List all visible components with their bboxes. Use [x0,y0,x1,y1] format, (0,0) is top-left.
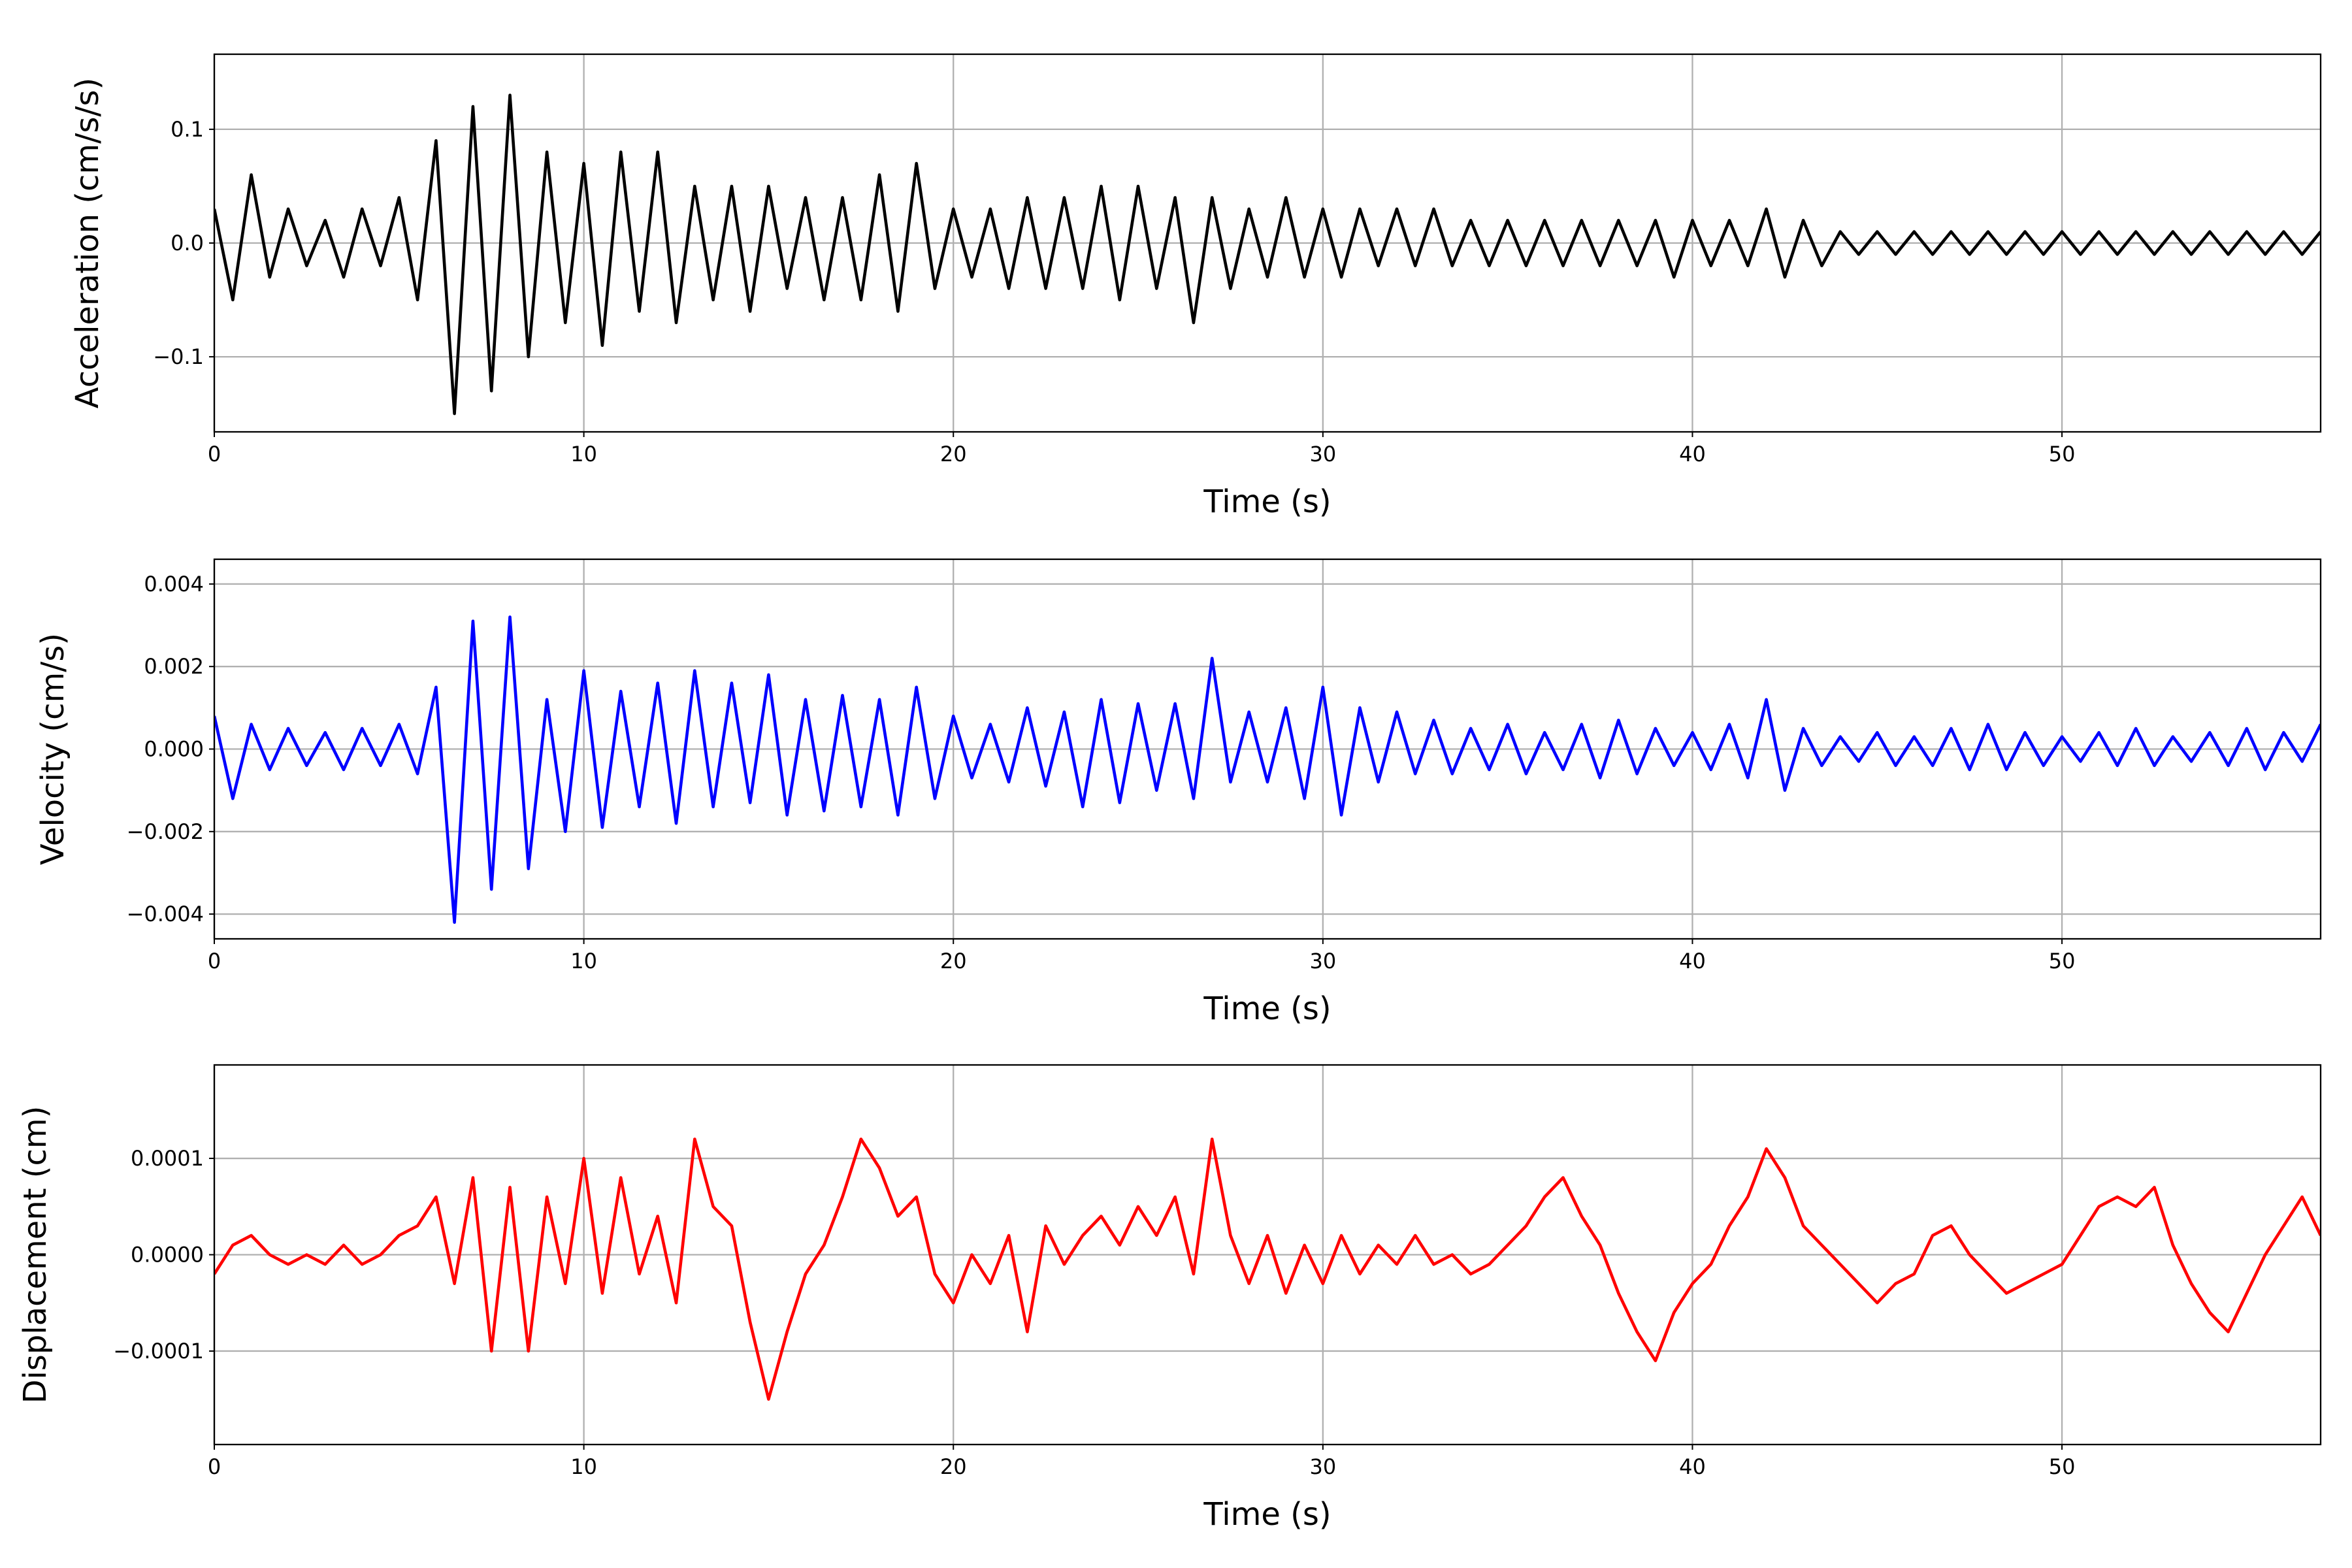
x-tick-label: 30 [1309,1454,1336,1479]
x-tick-label: 20 [940,442,967,466]
plot-frame [213,1064,2322,1446]
y-axis-label: Acceleration (cm/s/s) [69,78,106,408]
x-tick-label: 10 [570,442,597,466]
y-tick-label: 0.0 [171,231,204,255]
y-tick-label: 0.1 [171,117,204,142]
x-axis-label: Time (s) [1203,990,1331,1027]
y-tick-label: 0.0001 [131,1146,204,1171]
y-tick-label: 0.004 [144,572,204,596]
x-tick-label: 20 [940,1454,967,1479]
x-axis-label: Time (s) [1203,1496,1331,1533]
x-tick-label: 0 [208,1454,221,1479]
plot-frame [213,53,2322,433]
x-tick-label: 30 [1309,442,1336,466]
data-line [214,615,2321,924]
x-tick-label: 40 [1679,442,1706,466]
y-tick-label: −0.1 [153,344,204,369]
y-tick-label: 0.0000 [131,1243,204,1267]
x-tick-label: 20 [940,949,967,973]
x-tick-label: 0 [208,442,221,466]
y-axis-label: Displacement (cm) [17,1106,54,1404]
y-tick-label: −0.002 [127,819,204,844]
x-axis-label: Time (s) [1203,483,1331,520]
x-tick-label: 50 [2049,949,2076,973]
y-tick-label: −0.0001 [113,1339,204,1364]
y-tick-label: 0.000 [144,737,204,762]
y-tick-label: 0.002 [144,654,204,679]
x-tick-label: 10 [570,949,597,973]
x-tick-label: 30 [1309,949,1336,973]
y-tick-label: −0.004 [127,902,204,926]
data-line [214,1137,2321,1401]
x-tick-label: 50 [2049,1454,2076,1479]
x-tick-label: 50 [2049,442,2076,466]
data-line [214,93,2321,416]
x-tick-label: 40 [1679,949,1706,973]
y-axis-label: Velocity (cm/s) [35,633,71,865]
x-tick-label: 0 [208,949,221,973]
plot-frame [213,558,2322,940]
x-tick-label: 40 [1679,1454,1706,1479]
x-tick-label: 10 [570,1454,597,1479]
